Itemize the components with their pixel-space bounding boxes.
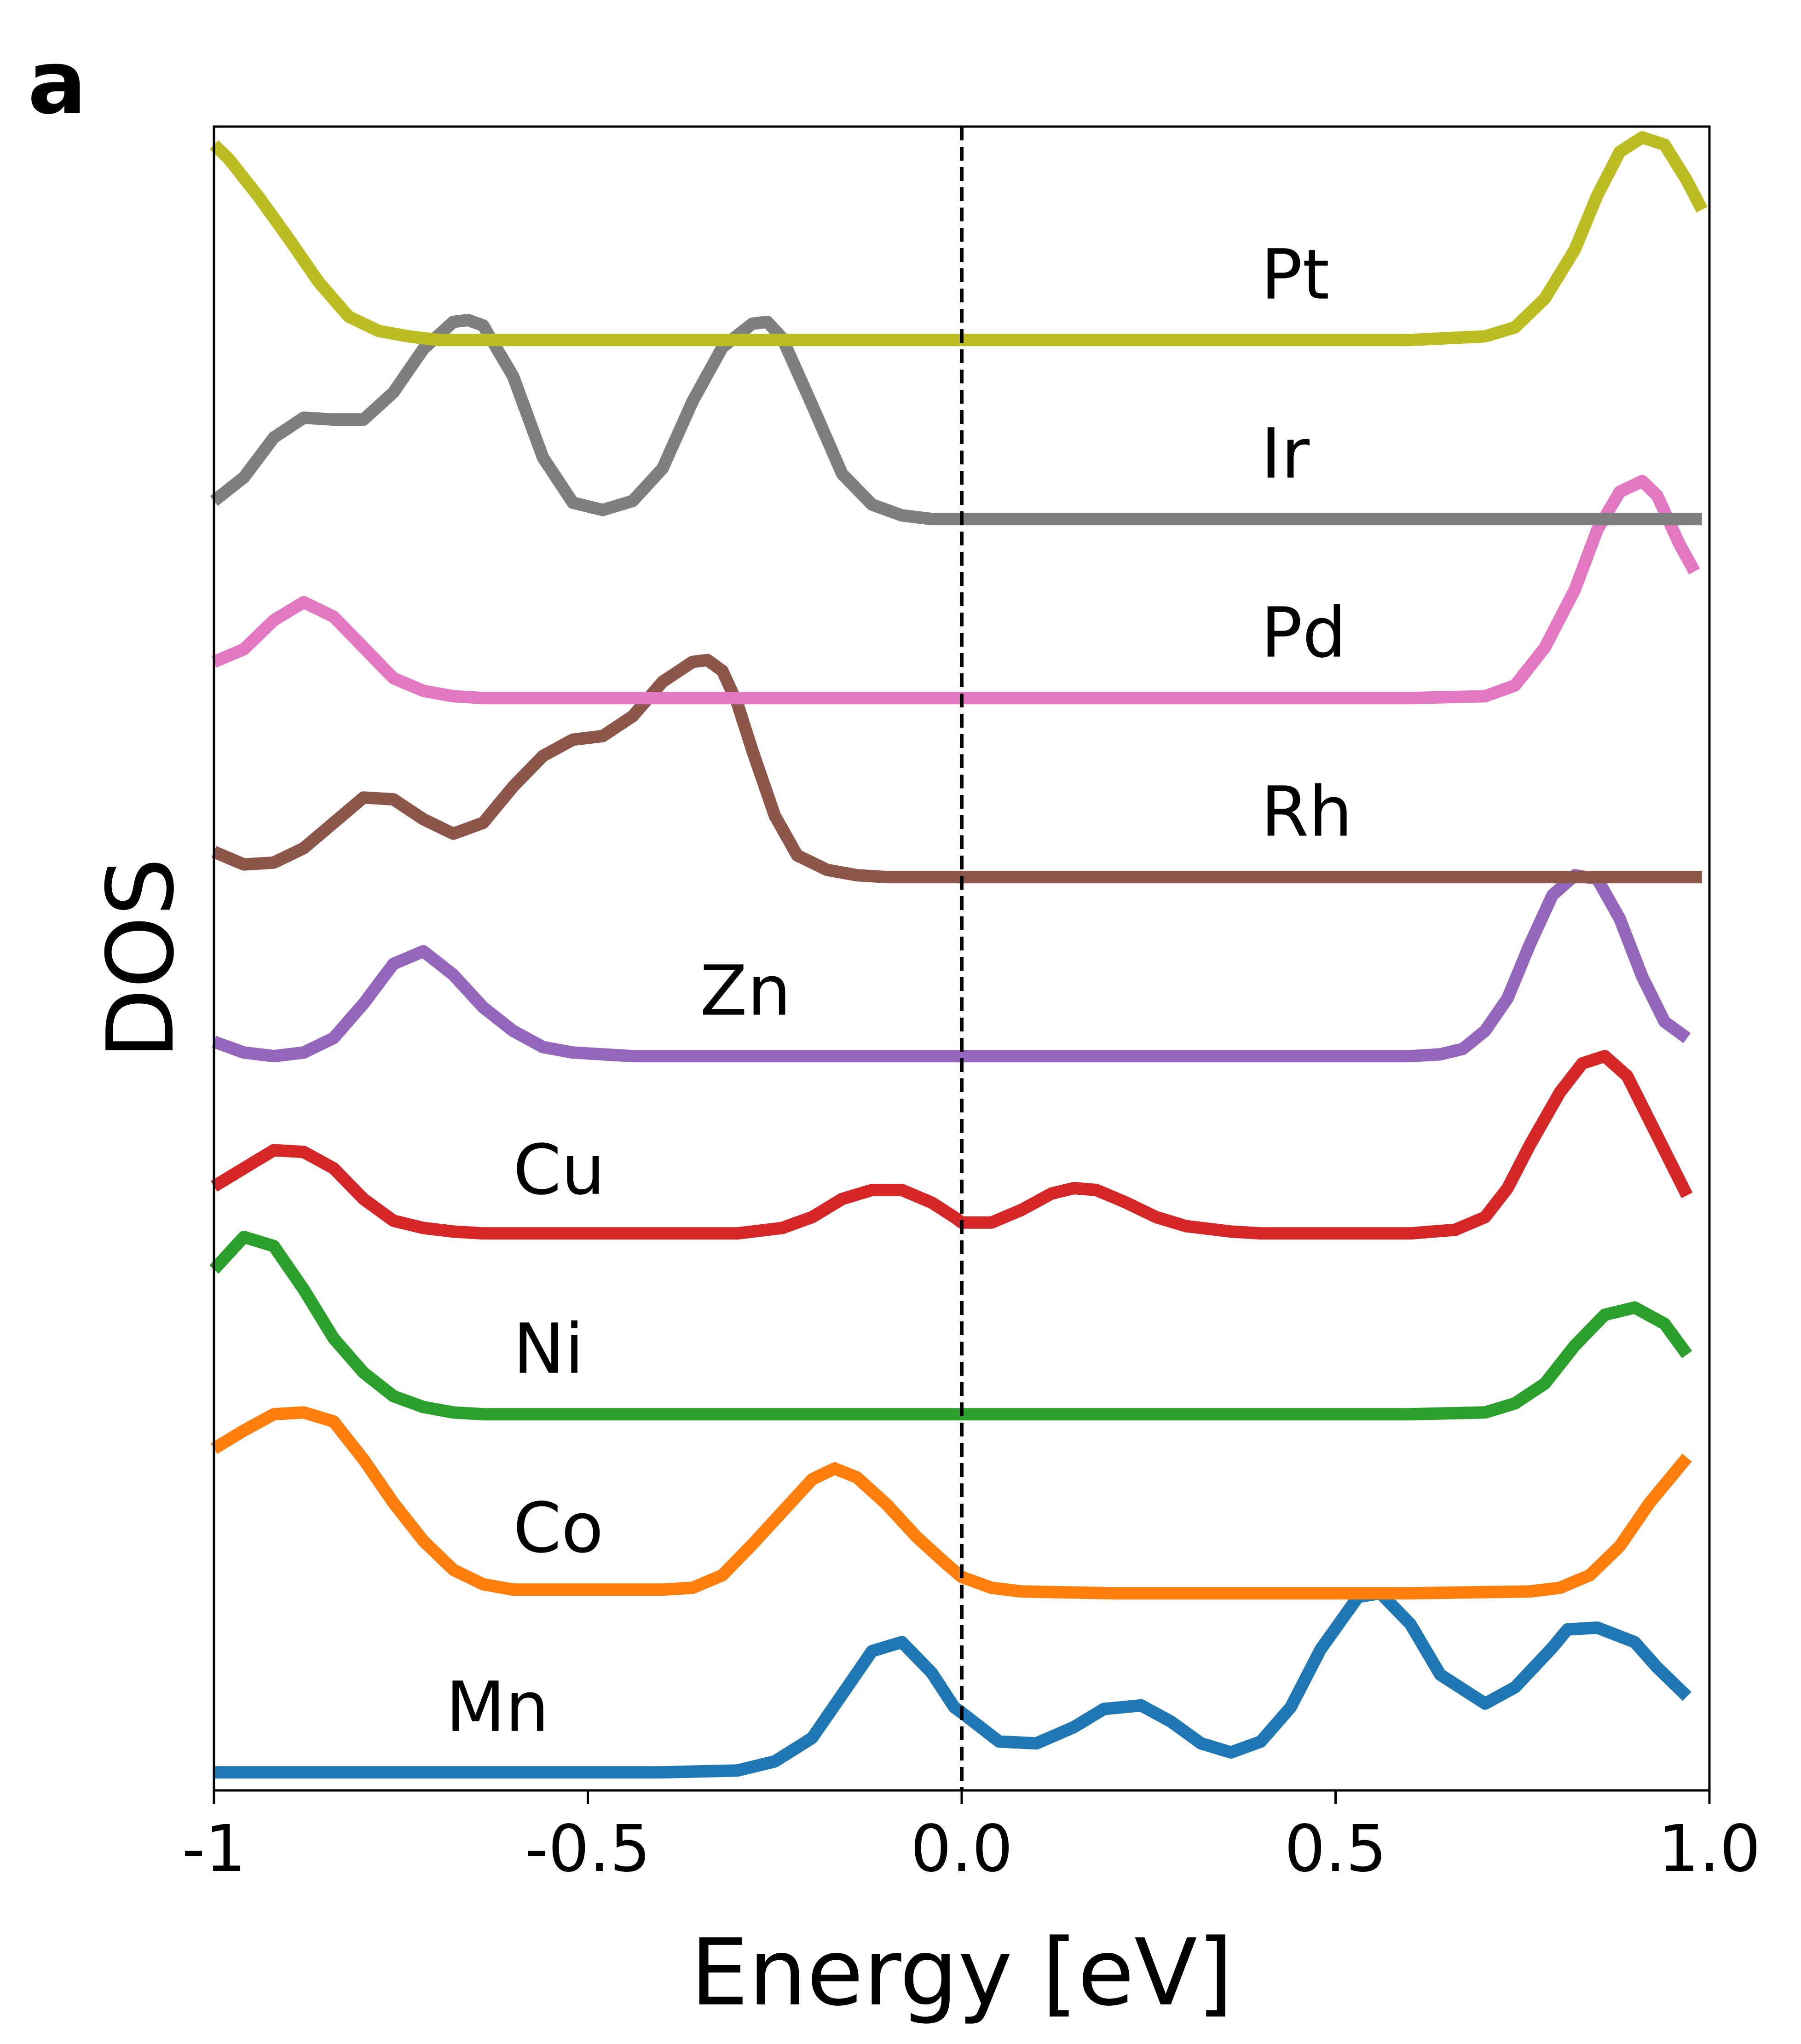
dos-curve-ir	[210, 313, 1702, 526]
x-tick-label: -0.5	[525, 1812, 651, 1887]
x-tick-label: 0.0	[911, 1812, 1013, 1887]
dos-curve-pt	[209, 131, 1708, 347]
dos-curve-cu	[211, 1050, 1693, 1240]
dos-curve-rh	[211, 654, 1702, 884]
x-axis-label: Energy [eV]	[690, 1919, 1233, 2027]
x-tick-label: -1	[182, 1812, 246, 1887]
dos-curve-co	[211, 1406, 1692, 1600]
x-tick-label: 1.0	[1658, 1812, 1761, 1887]
series-label-ni: Ni	[513, 1309, 584, 1390]
series-label-rh: Rh	[1261, 772, 1352, 852]
dos-curve-zn	[212, 869, 1691, 1063]
series-label-co: Co	[513, 1488, 604, 1569]
series-labels: Mn Co Ni Cu Zn Rh Pd Ir Pt	[446, 235, 1353, 1748]
series-label-zn: Zn	[700, 951, 791, 1031]
series-label-ir: Ir	[1261, 414, 1310, 494]
y-axis-label: DOS	[87, 857, 195, 1059]
series-label-pt: Pt	[1261, 235, 1329, 315]
x-tick-label: 0.5	[1284, 1812, 1387, 1887]
dos-curve-ni	[209, 1231, 1692, 1421]
x-axis-ticks: -1 -0.5 0.0 0.5 1.0	[182, 1790, 1761, 1887]
series-label-mn: Mn	[446, 1668, 549, 1748]
panel-label: a	[28, 32, 87, 133]
series-label-cu: Cu	[513, 1130, 605, 1210]
series-label-pd: Pd	[1261, 593, 1346, 673]
dos-curve-mn	[214, 1587, 1691, 1779]
dos-curves	[209, 131, 1708, 1779]
